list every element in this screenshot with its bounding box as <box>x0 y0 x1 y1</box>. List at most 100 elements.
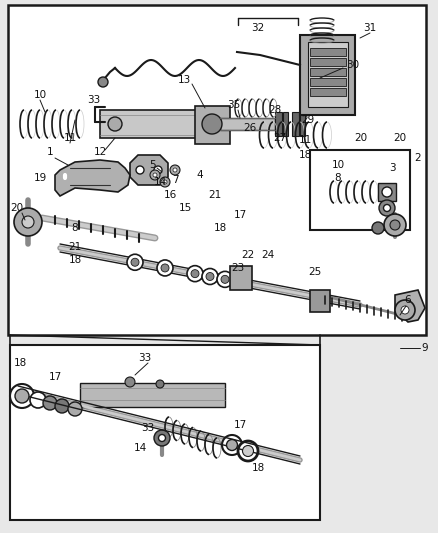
Circle shape <box>154 430 170 446</box>
Circle shape <box>382 187 392 197</box>
Text: 18: 18 <box>68 255 81 265</box>
Text: 10: 10 <box>332 160 345 170</box>
Text: 32: 32 <box>251 23 265 33</box>
Circle shape <box>15 389 29 403</box>
Bar <box>230 266 252 290</box>
Text: 26: 26 <box>244 123 257 133</box>
Circle shape <box>170 165 180 175</box>
Text: 14: 14 <box>153 177 166 187</box>
Circle shape <box>206 272 214 280</box>
Circle shape <box>68 402 82 416</box>
Circle shape <box>98 77 108 87</box>
Text: 22: 22 <box>241 250 254 260</box>
Circle shape <box>217 271 233 287</box>
Circle shape <box>14 208 42 236</box>
Circle shape <box>191 270 199 278</box>
Bar <box>300 112 305 136</box>
Text: 21: 21 <box>68 242 81 252</box>
Bar <box>8 5 426 335</box>
Text: 15: 15 <box>178 203 192 213</box>
Text: 3: 3 <box>389 163 396 173</box>
Circle shape <box>154 166 162 174</box>
Circle shape <box>243 446 254 456</box>
Circle shape <box>202 114 222 134</box>
Bar <box>100 110 220 138</box>
Polygon shape <box>395 290 425 322</box>
Text: 16: 16 <box>163 190 177 200</box>
Bar <box>283 112 288 136</box>
Bar <box>310 78 346 86</box>
Circle shape <box>159 434 166 441</box>
Text: 18: 18 <box>213 223 226 233</box>
Circle shape <box>127 254 143 270</box>
Circle shape <box>202 269 218 285</box>
Circle shape <box>10 384 34 408</box>
Text: 19: 19 <box>33 173 46 183</box>
Bar <box>80 383 225 407</box>
Bar <box>310 88 346 96</box>
Polygon shape <box>130 155 168 185</box>
Circle shape <box>55 399 69 413</box>
Circle shape <box>384 205 391 212</box>
Bar <box>10 345 320 520</box>
Bar <box>310 68 346 76</box>
Text: 28: 28 <box>268 105 282 115</box>
Circle shape <box>157 260 173 276</box>
Bar <box>378 183 396 201</box>
Text: 18: 18 <box>14 358 27 368</box>
Text: 23: 23 <box>231 263 245 273</box>
Text: 8: 8 <box>335 173 341 183</box>
Circle shape <box>187 265 203 281</box>
Bar <box>310 48 346 56</box>
Text: 31: 31 <box>364 23 377 33</box>
Text: 35: 35 <box>227 100 240 110</box>
Bar <box>195 106 230 144</box>
Text: 6: 6 <box>405 295 411 305</box>
Text: 12: 12 <box>93 147 106 157</box>
Text: 20: 20 <box>11 203 24 213</box>
Text: 30: 30 <box>346 60 360 70</box>
Text: 20: 20 <box>393 133 406 143</box>
Circle shape <box>390 220 400 230</box>
Circle shape <box>238 441 258 461</box>
Text: 2: 2 <box>415 153 421 163</box>
Text: 20: 20 <box>354 133 367 143</box>
Circle shape <box>108 117 122 131</box>
Text: 29: 29 <box>301 115 314 125</box>
Text: 25: 25 <box>308 267 321 277</box>
Bar <box>308 42 348 107</box>
Text: 10: 10 <box>33 90 46 100</box>
Circle shape <box>131 259 139 266</box>
Circle shape <box>156 380 164 388</box>
Text: 9: 9 <box>422 343 428 353</box>
Circle shape <box>372 222 384 234</box>
Bar <box>220 118 275 130</box>
Text: 18: 18 <box>298 150 311 160</box>
Bar <box>292 112 299 136</box>
Circle shape <box>173 168 177 172</box>
Text: 17: 17 <box>233 420 247 430</box>
Bar <box>300 35 355 115</box>
Text: 27: 27 <box>273 133 286 143</box>
Circle shape <box>401 306 409 314</box>
Circle shape <box>43 396 57 410</box>
Bar <box>310 150 410 230</box>
Circle shape <box>163 180 167 184</box>
Circle shape <box>222 435 242 455</box>
Circle shape <box>161 264 169 272</box>
Text: 1: 1 <box>47 147 53 157</box>
Text: 18: 18 <box>251 463 265 473</box>
Text: 24: 24 <box>261 250 275 260</box>
Text: 33: 33 <box>141 423 155 433</box>
Text: 33: 33 <box>138 353 152 363</box>
Circle shape <box>221 276 229 284</box>
Circle shape <box>30 392 46 408</box>
Circle shape <box>153 173 157 177</box>
Circle shape <box>395 300 415 320</box>
Circle shape <box>125 377 135 387</box>
Circle shape <box>136 166 144 174</box>
Text: 5: 5 <box>148 160 155 170</box>
Circle shape <box>22 216 34 228</box>
Circle shape <box>226 440 237 450</box>
Circle shape <box>150 170 160 180</box>
